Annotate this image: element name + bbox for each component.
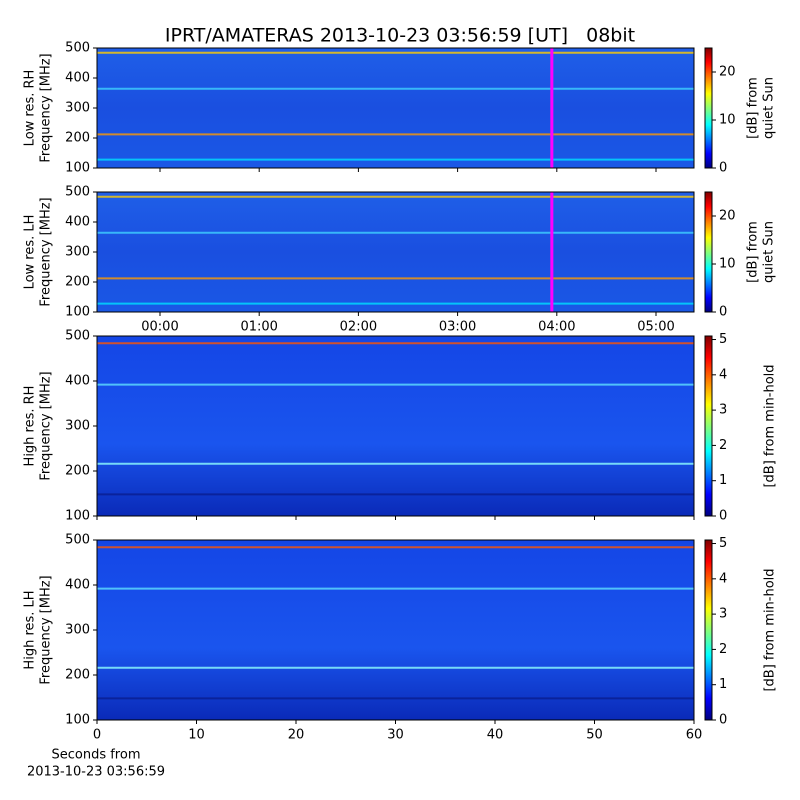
x-tick-label: 30 (387, 728, 404, 743)
x-tick-label: 05:00 (637, 320, 674, 335)
colorbar-label: [dB] from min-hold (763, 568, 778, 691)
colorbar-tick-label: 20 (719, 65, 736, 80)
colorbar (704, 47, 713, 169)
spectrogram-image (97, 48, 694, 168)
y-tick-label: 300 (65, 419, 90, 434)
spectrogram-image (97, 540, 694, 720)
y-tick-label: 100 (65, 161, 90, 176)
y-tick-label: 300 (65, 245, 90, 260)
y-axis-label: High res. LH (23, 590, 38, 669)
colorbar-tick-label: 4 (719, 571, 727, 586)
x-tick-label: 20 (288, 728, 305, 743)
y-tick-label: 300 (65, 623, 90, 638)
x-tick-label: 0 (93, 728, 101, 743)
x-tick-label: 02:00 (340, 320, 377, 335)
colorbar-tick-label: 0 (719, 305, 727, 320)
colorbar-tick-label: 10 (719, 257, 736, 272)
y-tick-label: 200 (65, 131, 90, 146)
spectrogram-image (97, 192, 694, 312)
colorbar-tick-label: 1 (719, 677, 727, 692)
y-tick-label: 500 (65, 185, 90, 200)
y-tick-label: 200 (65, 275, 90, 290)
x-tick-label: 03:00 (439, 320, 476, 335)
colorbar (704, 539, 713, 721)
x-axis-label: Seconds from (51, 748, 140, 763)
y-axis-label: Frequency [MHz] (39, 197, 54, 306)
y-tick-label: 200 (65, 464, 90, 479)
colorbar-label: quiet Sun (762, 77, 777, 139)
y-tick-label: 100 (65, 509, 90, 524)
colorbar-tick-label: 20 (719, 209, 736, 224)
y-tick-label: 400 (65, 374, 90, 389)
colorbar-label: [dB] from (746, 221, 761, 283)
colorbar-tick-label: 5 (719, 332, 727, 347)
colorbar-tick-label: 5 (719, 536, 727, 551)
y-axis-label: Frequency [MHz] (39, 575, 54, 684)
colorbar-tick-label: 3 (719, 607, 727, 622)
spectrogram-image (97, 336, 694, 516)
colorbar-tick-label: 1 (719, 473, 727, 488)
y-tick-label: 500 (65, 41, 90, 56)
y-tick-label: 100 (65, 305, 90, 320)
y-tick-label: 500 (65, 329, 90, 344)
colorbar-tick-label: 0 (719, 713, 727, 728)
x-tick-label: 40 (487, 728, 504, 743)
colorbar-tick-label: 2 (719, 438, 727, 453)
colorbar (704, 335, 713, 517)
colorbar-tick-label: 0 (719, 161, 727, 176)
colorbar-label: [dB] from (746, 77, 761, 139)
x-tick-label: 50 (586, 728, 603, 743)
chart-title: IPRT/AMATERAS 2013-10-23 03:56:59 [UT] 0… (165, 25, 635, 47)
x-tick-label: 60 (686, 728, 703, 743)
y-axis-label: Frequency [MHz] (39, 371, 54, 480)
y-tick-label: 300 (65, 101, 90, 116)
y-axis-label: Low res. LH (23, 215, 38, 290)
colorbar-tick-label: 3 (719, 403, 727, 418)
y-axis-label: Frequency [MHz] (39, 53, 54, 162)
y-tick-label: 200 (65, 668, 90, 683)
x-tick-label: 04:00 (538, 320, 575, 335)
y-axis-label: High res. RH (23, 386, 38, 467)
colorbar-label: [dB] from min-hold (763, 364, 778, 487)
y-tick-label: 100 (65, 713, 90, 728)
y-tick-label: 400 (65, 578, 90, 593)
y-tick-label: 400 (65, 215, 90, 230)
y-tick-label: 400 (65, 71, 90, 86)
colorbar-tick-label: 0 (719, 509, 727, 524)
colorbar (704, 191, 713, 313)
colorbar-tick-label: 4 (719, 367, 727, 382)
y-axis-label: Low res. RH (23, 70, 38, 147)
x-tick-label: 01:00 (240, 320, 277, 335)
x-tick-label: 00:00 (141, 320, 178, 335)
colorbar-label: quiet Sun (762, 221, 777, 283)
y-tick-label: 500 (65, 533, 90, 548)
x-axis-label: 2013-10-23 03:56:59 (27, 765, 165, 780)
x-tick-label: 10 (188, 728, 205, 743)
colorbar-tick-label: 10 (719, 113, 736, 128)
colorbar-tick-label: 2 (719, 642, 727, 657)
